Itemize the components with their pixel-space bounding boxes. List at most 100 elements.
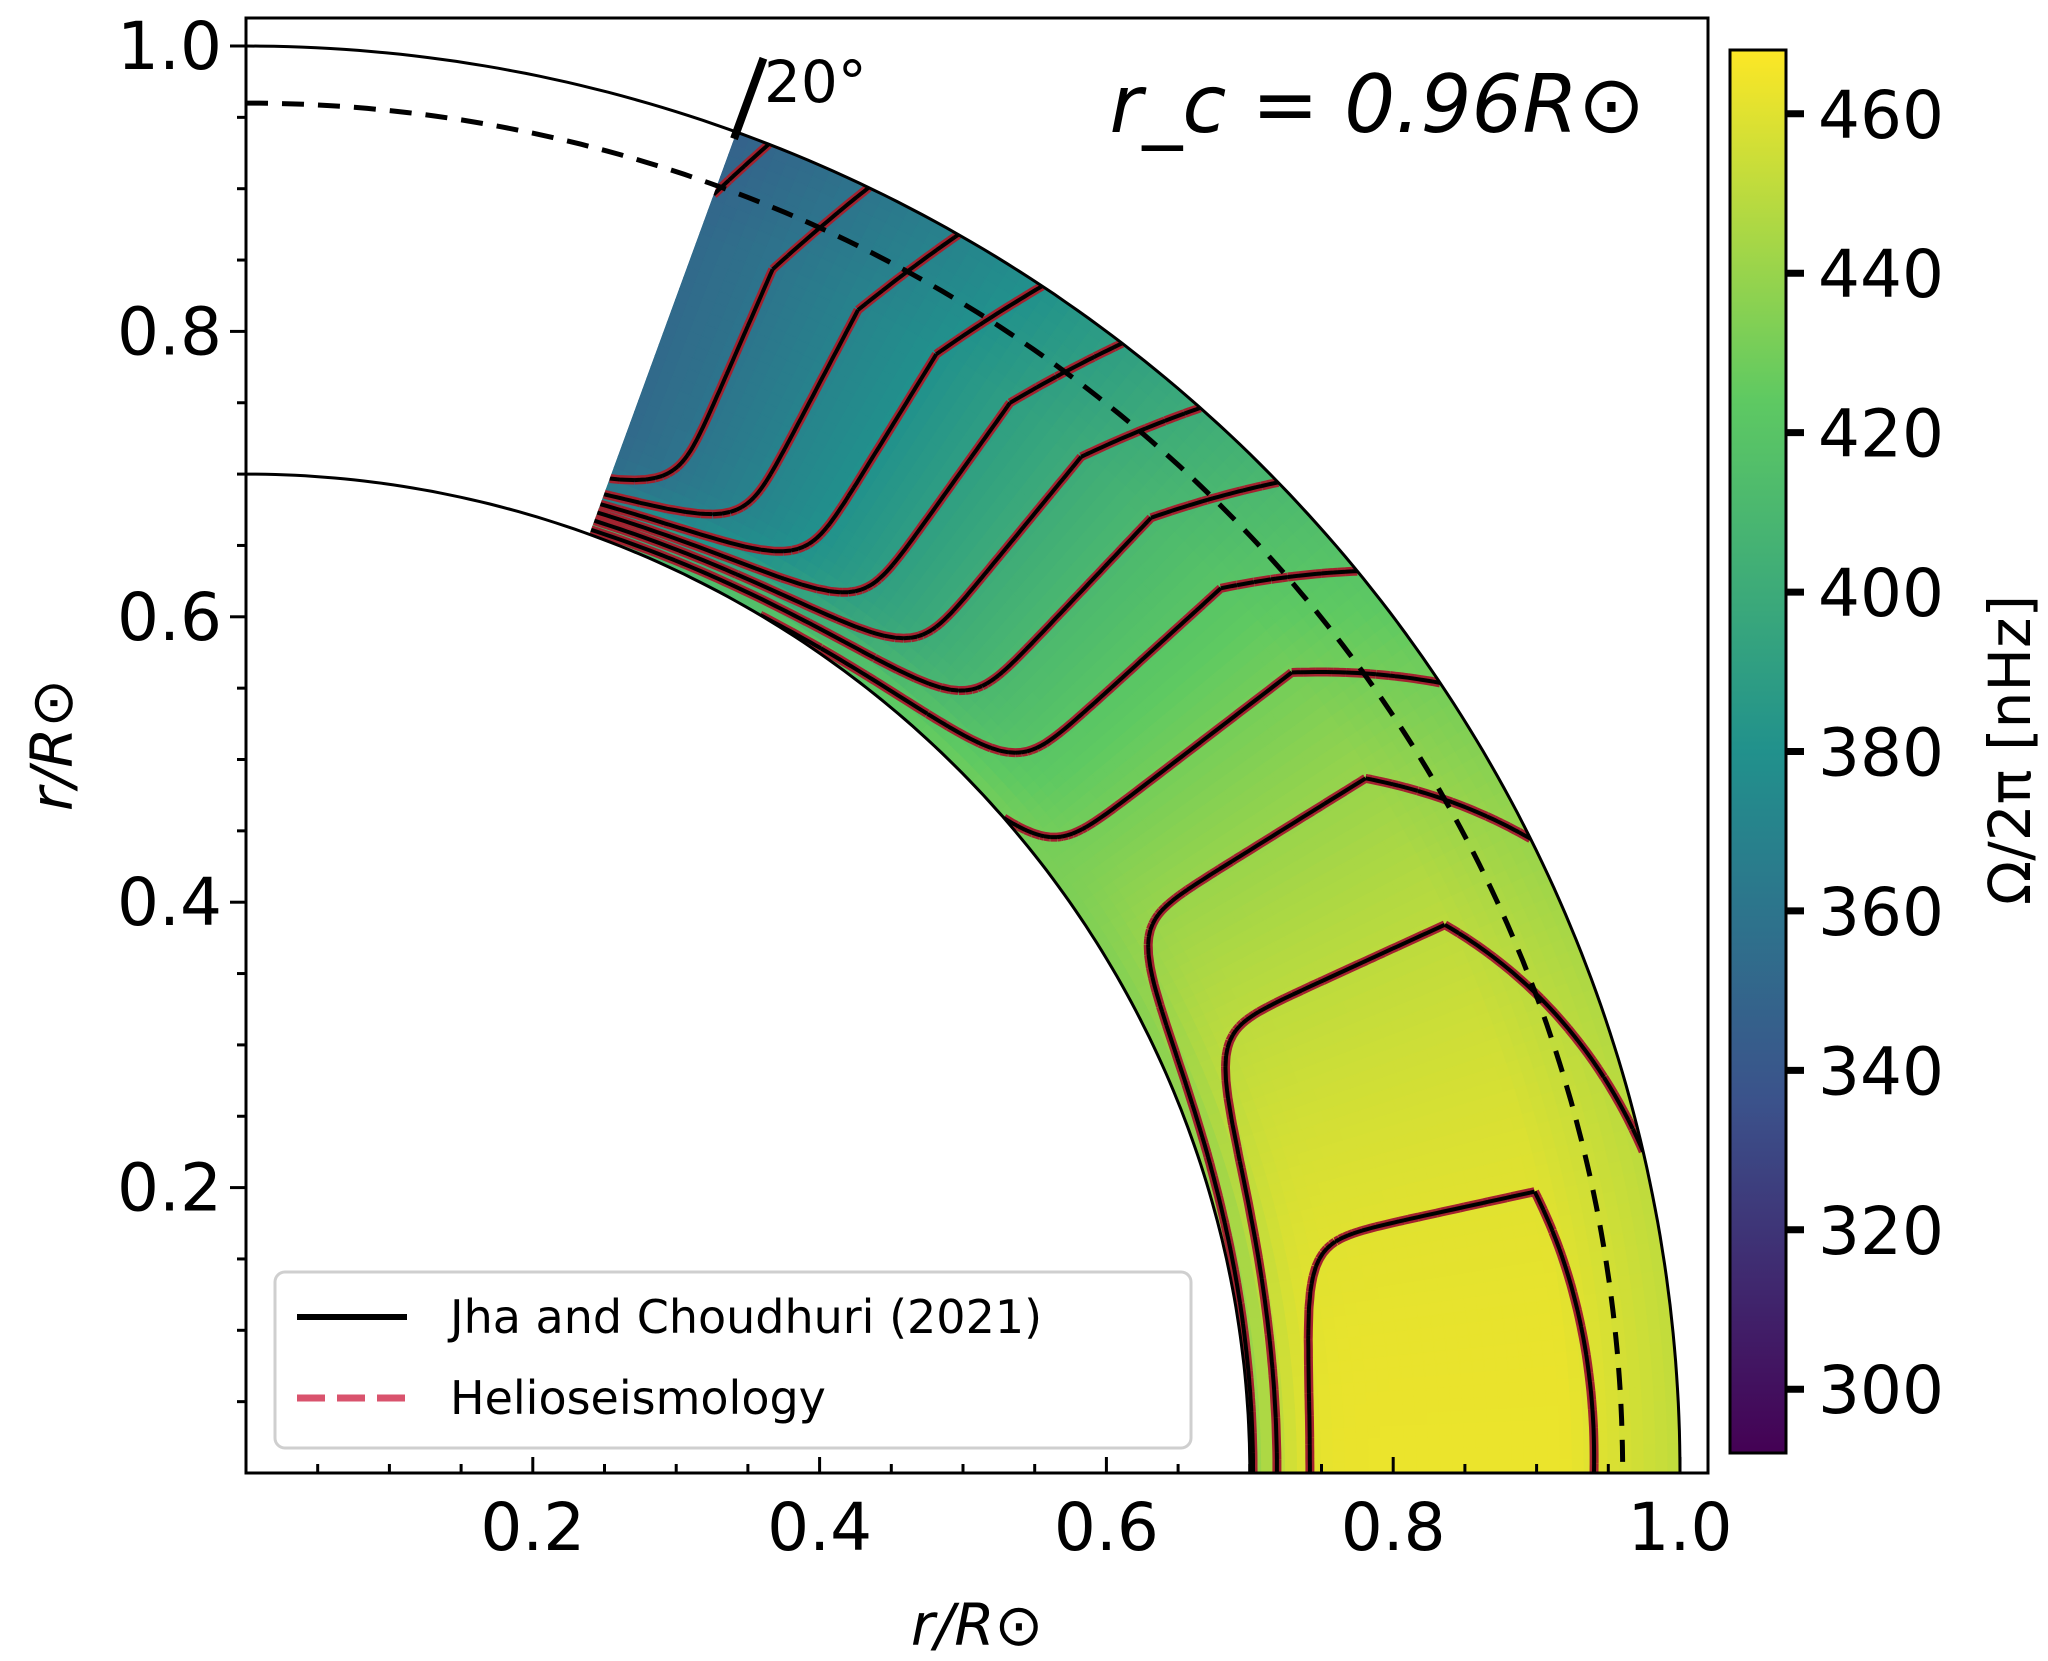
heatmap-cell <box>1376 1379 1391 1394</box>
heatmap-cell <box>1387 1366 1402 1381</box>
heatmap-cell <box>1493 1344 1509 1360</box>
heatmap-cell <box>1654 1429 1669 1446</box>
heatmap-cell <box>1320 1439 1334 1452</box>
heatmap-cell <box>1463 1296 1479 1313</box>
heatmap-cell <box>1278 1355 1293 1369</box>
heatmap-cell <box>1438 1411 1453 1426</box>
heatmap-cell <box>1419 1327 1435 1343</box>
heatmap-cell <box>1394 1318 1410 1334</box>
heatmap-cell <box>1427 1436 1442 1450</box>
heatmap-cell <box>1373 1344 1388 1359</box>
heatmap-cell <box>1379 1425 1394 1440</box>
heatmap-cell <box>1473 1384 1488 1399</box>
heatmap-cell <box>1477 1307 1493 1323</box>
heatmap-cell <box>1431 1325 1447 1341</box>
heatmap-cell <box>1399 1365 1414 1380</box>
heatmap-cell <box>1344 1461 1358 1474</box>
heatmap-cell <box>1605 1388 1620 1405</box>
heatmap-cell <box>1520 1380 1535 1396</box>
heatmap-cell <box>1526 1314 1542 1331</box>
heatmap-cell <box>1666 1428 1680 1445</box>
heatmap-cell <box>1492 1331 1507 1347</box>
heatmap-cell <box>1343 1427 1358 1441</box>
heatmap-cell <box>1524 1301 1540 1318</box>
y-tick-label: 1.0 <box>117 8 222 85</box>
heatmap-cell <box>1636 1329 1651 1347</box>
heatmap-cell <box>1436 1374 1451 1389</box>
heatmap-cell <box>1333 1315 1349 1330</box>
heatmap-cell <box>1398 1353 1413 1369</box>
heatmap-cell <box>1455 1323 1470 1339</box>
heatmap-cell <box>1653 1400 1668 1417</box>
heatmap-cell <box>1428 1460 1442 1474</box>
heatmap-cell <box>1496 1382 1511 1398</box>
heatmap-cell <box>1542 1352 1557 1369</box>
heatmap-cell <box>1451 1298 1467 1314</box>
y-tick-label: 0.8 <box>117 293 222 370</box>
legend-label-model: Jha and Choudhuri (2021) <box>447 1290 1042 1344</box>
heatmap-cell <box>1358 1323 1374 1338</box>
heatmap-cell <box>1640 1386 1655 1403</box>
colorbar-tick-label: 320 <box>1818 1193 1944 1270</box>
heatmap-cell <box>1475 1421 1489 1437</box>
colorbar: 300 320 340 360 380 400 420 440 460 Ω/2π [nHz] <box>1728 48 2044 1455</box>
colorbar-tick-label: 420 <box>1818 396 1944 473</box>
heatmap-cell <box>1389 1390 1404 1404</box>
heatmap-cell <box>1356 1438 1370 1452</box>
y-tick-label: 0.2 <box>117 1150 222 1227</box>
heatmap-cell <box>1284 1429 1298 1443</box>
heatmap-cell <box>1353 1381 1368 1395</box>
heatmap-cell <box>1527 1327 1543 1344</box>
heatmap-cell <box>1599 1319 1614 1336</box>
heatmap-cell <box>1368 1437 1382 1451</box>
heatmap-cell <box>1416 1448 1430 1462</box>
heatmap-cell <box>1558 1418 1573 1434</box>
heatmap-cell <box>1509 1394 1524 1410</box>
heatmap-cell <box>1341 1382 1356 1396</box>
heatmap-cell <box>1600 1333 1616 1350</box>
heatmap-cell <box>1397 1342 1412 1357</box>
heatmap-cell <box>1457 1347 1473 1363</box>
heatmap-cell <box>1484 1383 1500 1399</box>
heatmap-cell <box>1478 1320 1494 1336</box>
heatmap-cell <box>1535 1445 1550 1461</box>
heatmap-cell <box>1634 1315 1650 1333</box>
heatmap-cell <box>1643 1443 1657 1460</box>
heatmap-cell <box>1259 1409 1274 1423</box>
heatmap-cell <box>1343 1416 1358 1430</box>
heatmap-cell <box>1544 1379 1559 1395</box>
heatmap-cell <box>1314 1351 1329 1365</box>
heatmap-cell <box>1339 1359 1354 1374</box>
heatmap-cell <box>1416 1303 1432 1319</box>
heatmap-cell <box>1325 1350 1341 1364</box>
heatmap-cell <box>1340 1371 1355 1385</box>
heatmap-cell <box>1489 1306 1504 1322</box>
heatmap-cell <box>1284 1461 1299 1474</box>
heatmap-cell <box>1558 1405 1573 1421</box>
heatmap-cell <box>1551 1324 1567 1341</box>
heatmap-cell <box>1260 1441 1275 1454</box>
heatmap-cell <box>1337 1348 1353 1363</box>
heatmap-cell <box>1587 1320 1602 1338</box>
heatmap-cell <box>1367 1426 1382 1440</box>
heatmap-cell <box>1482 1358 1498 1374</box>
heatmap-cell <box>1356 1460 1370 1474</box>
heatmap-cell <box>1500 1304 1516 1321</box>
heatmap-cell <box>1518 1354 1533 1371</box>
heatmap-cell <box>1386 1355 1401 1370</box>
heatmap-cell <box>1459 1360 1474 1375</box>
heatmap-cell <box>1521 1393 1536 1409</box>
heatmap-cell <box>1545 1392 1560 1408</box>
heatmap-cell <box>1281 1387 1296 1400</box>
heatmap-cell <box>1413 1388 1428 1403</box>
heatmap-cell <box>1352 1370 1367 1384</box>
heatmap-cell <box>1508 1381 1523 1397</box>
heatmap-cell <box>1420 1339 1436 1354</box>
heatmap-cell <box>1291 1364 1306 1378</box>
heatmap-cell <box>1504 1330 1519 1346</box>
heatmap-cell <box>1607 1458 1621 1474</box>
legend-label-helio: Helioseismology <box>450 1371 826 1425</box>
heatmap-cell <box>1559 1445 1574 1461</box>
heatmap-cell <box>1356 1449 1370 1463</box>
